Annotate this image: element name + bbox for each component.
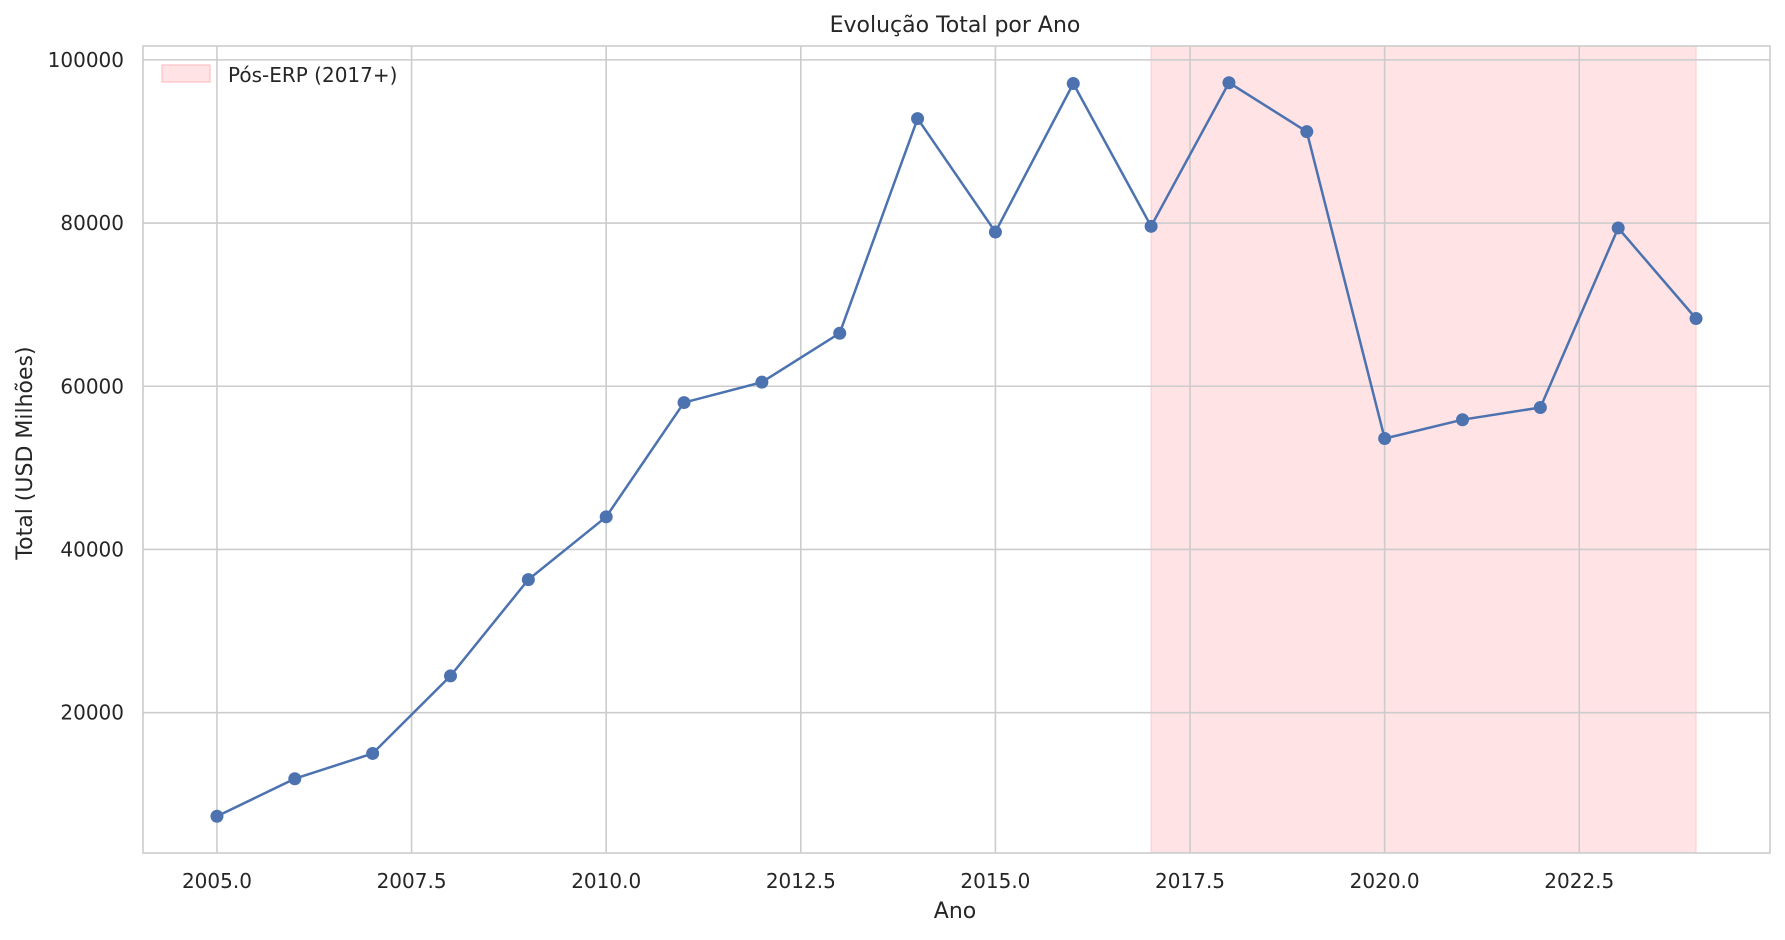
y-tick-label: 40000 (60, 537, 124, 561)
data-point (1144, 219, 1158, 233)
chart-title: Evolução Total por Ano (830, 13, 1081, 38)
data-point (210, 809, 224, 823)
data-point (1611, 221, 1625, 235)
series-line (216, 80, 1697, 818)
x-tick-label: 2020.0 (1350, 869, 1420, 893)
data-point (1689, 312, 1703, 326)
legend-swatch-post-erp (161, 64, 211, 83)
x-tick-label: 2015.0 (960, 869, 1030, 893)
data-points (210, 76, 1703, 823)
legend-label-post-erp: Pós-ERP (2017+) (228, 63, 397, 87)
data-point (1378, 431, 1392, 445)
data-point (1533, 400, 1547, 414)
x-tick-labels: 2005.0 2007.5 2010.0 2012.5 2015.0 2017.5 2020… (182, 869, 1614, 893)
post-erp-shaded-region (1150, 45, 1697, 854)
x-tick-label: 2005.0 (182, 869, 252, 893)
y-axis-label: Total (USD Milhões) (13, 346, 38, 560)
data-point (599, 510, 613, 524)
x-tick-label: 2007.5 (377, 869, 447, 893)
data-point (1456, 413, 1470, 427)
x-tick-label: 2017.5 (1155, 869, 1225, 893)
y-tick-label: 60000 (60, 374, 124, 398)
data-point (521, 573, 535, 587)
data-point (755, 375, 769, 389)
y-tick-label: 80000 (60, 211, 124, 235)
data-point (443, 669, 457, 683)
y-tick-label: 20000 (60, 701, 124, 725)
data-point (988, 225, 1002, 239)
data-point (1222, 76, 1236, 90)
data-point (288, 772, 302, 786)
data-point (366, 746, 380, 760)
data-point (677, 396, 691, 410)
plot-frame (142, 45, 1771, 854)
data-point (1066, 77, 1080, 91)
legend: Pós-ERP (2017+) (161, 63, 397, 87)
x-tick-label: 2010.0 (571, 869, 641, 893)
data-point (833, 326, 847, 340)
plot-background (143, 46, 1770, 853)
x-tick-label: 2012.5 (766, 869, 836, 893)
x-axis-label: Ano (934, 899, 976, 924)
y-tick-labels: 20000 40000 60000 80000 100000 (48, 48, 124, 725)
data-point (911, 112, 925, 126)
plot-area (142, 45, 1771, 854)
x-tick-label: 2022.5 (1544, 869, 1614, 893)
data-point (1300, 125, 1314, 139)
y-tick-label: 100000 (48, 48, 124, 72)
grid-lines (143, 46, 1770, 853)
